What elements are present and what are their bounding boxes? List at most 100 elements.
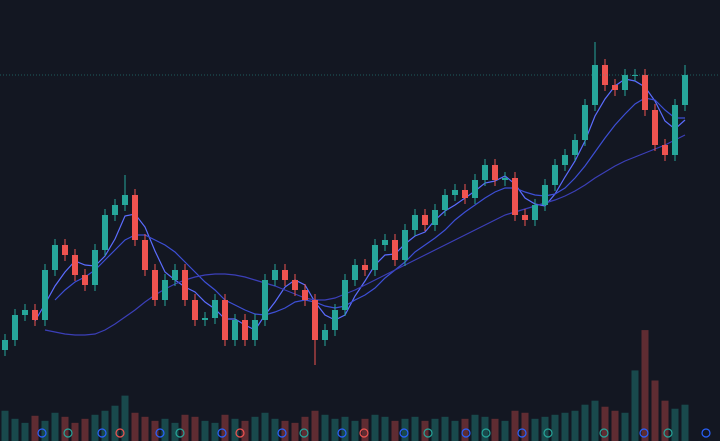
volume-bar — [541, 416, 549, 441]
candle-body — [452, 190, 458, 195]
candle-body — [622, 75, 628, 90]
candle-body — [232, 320, 238, 340]
event-icon[interactable] — [217, 428, 227, 438]
candle-body — [12, 315, 18, 340]
candle-body — [262, 280, 268, 320]
volume-bar — [81, 418, 89, 441]
volume-bar — [241, 420, 249, 441]
volume-bar — [591, 400, 599, 441]
candle-body — [222, 300, 228, 340]
event-icon[interactable] — [481, 428, 491, 438]
candle-body — [252, 320, 258, 340]
event-icon[interactable] — [97, 428, 107, 438]
candle-body — [482, 165, 488, 180]
volume-bar — [641, 330, 649, 441]
candle-body — [472, 180, 478, 198]
candle-body — [22, 310, 28, 315]
volume-bar — [531, 418, 539, 441]
candle-body — [72, 255, 78, 275]
candle-body — [92, 250, 98, 285]
volume-bar — [111, 405, 119, 441]
event-icon[interactable] — [359, 428, 369, 438]
moving-average-line — [54, 97, 685, 316]
volume-bar — [621, 412, 629, 441]
candle-body — [612, 85, 618, 90]
volume-bar — [221, 414, 229, 441]
candle-body — [122, 195, 128, 205]
volume-bar — [61, 416, 69, 441]
volume-bar — [31, 415, 39, 441]
event-icon[interactable] — [599, 428, 609, 438]
volume-bar — [201, 420, 209, 441]
candle-body — [562, 155, 568, 165]
volume-bar — [561, 412, 569, 441]
volume-bar — [351, 420, 359, 441]
candle-body — [172, 270, 178, 280]
volume-bar — [1, 410, 9, 441]
volume-bar — [461, 418, 469, 441]
event-icon[interactable] — [517, 428, 527, 438]
event-icon[interactable] — [155, 428, 165, 438]
event-icon[interactable] — [543, 428, 553, 438]
volume-bar — [321, 414, 329, 441]
volume-bar — [231, 418, 239, 441]
candle-body — [112, 205, 118, 215]
candle-body — [32, 310, 38, 320]
volume-bar — [21, 422, 29, 441]
volume-bar — [341, 416, 349, 441]
candle-body — [292, 280, 298, 290]
candle-body — [422, 215, 428, 225]
candle-body — [102, 215, 108, 250]
volume-bar — [211, 422, 219, 441]
event-icon[interactable] — [115, 428, 125, 438]
event-icon[interactable] — [37, 428, 47, 438]
volume-bar — [491, 418, 499, 441]
plot — [0, 42, 720, 441]
candle-body — [322, 330, 328, 340]
event-icons — [37, 428, 711, 438]
event-icon[interactable] — [235, 428, 245, 438]
candle-body — [602, 65, 608, 85]
event-icon[interactable] — [175, 428, 185, 438]
volume-bar — [101, 410, 109, 441]
volume-bar — [121, 395, 129, 441]
volume-bar — [471, 414, 479, 441]
volume-bar — [601, 406, 609, 441]
volume-bar — [331, 418, 339, 441]
volume-bar — [651, 380, 659, 441]
candle-body — [442, 195, 448, 210]
volume-bar — [141, 416, 149, 441]
volume-bar — [271, 418, 279, 441]
volume-bar — [441, 416, 449, 441]
volume-bar — [181, 414, 189, 441]
candle-body — [242, 320, 248, 340]
volume-bar — [251, 416, 259, 441]
volume-bar — [91, 414, 99, 441]
event-icon[interactable] — [701, 428, 711, 438]
event-icon[interactable] — [63, 428, 73, 438]
candle-body — [662, 145, 668, 155]
event-icon[interactable] — [461, 428, 471, 438]
candle-body — [632, 75, 638, 76]
candle-body — [592, 65, 598, 105]
event-icon[interactable] — [337, 428, 347, 438]
event-icon[interactable] — [639, 428, 649, 438]
event-icon[interactable] — [423, 428, 433, 438]
candle-body — [362, 265, 368, 270]
candle-body — [152, 270, 158, 300]
candle-body — [352, 265, 358, 280]
volume-bar — [71, 422, 79, 441]
event-icon[interactable] — [399, 428, 409, 438]
volume-bar — [11, 418, 19, 441]
volume-bar — [171, 422, 179, 441]
event-icon[interactable] — [299, 428, 309, 438]
candle-body — [682, 75, 688, 105]
candle-body — [82, 275, 88, 285]
candle-body — [372, 245, 378, 270]
event-icon[interactable] — [663, 428, 673, 438]
volume-bar — [401, 418, 409, 441]
candle-body — [212, 300, 218, 318]
candle-body — [62, 245, 68, 255]
candle-body — [382, 240, 388, 245]
event-icon[interactable] — [277, 428, 287, 438]
